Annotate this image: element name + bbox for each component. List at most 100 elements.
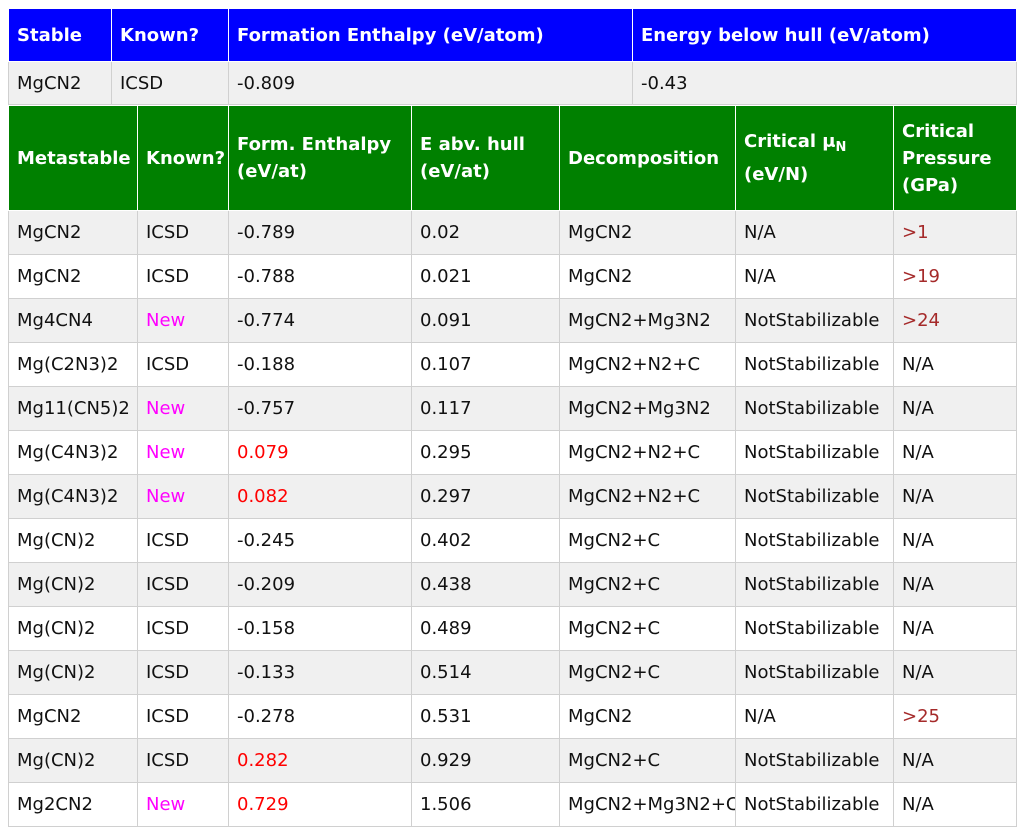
cell-form-enthalpy: -0.245	[228, 518, 412, 563]
header-known: Known?	[137, 105, 229, 211]
header-e-abv-hull: E abv. hull (eV/at)	[411, 105, 560, 211]
metastable-table-body: MgCN2 ICSD -0.789 0.02 MgCN2 N/A >1 MgCN2 ICSD -0…	[8, 210, 1017, 827]
cell-known: ICSD	[137, 694, 229, 739]
cell-critical-pressure: N/A	[893, 782, 1017, 827]
cell-critical-mu: NotStabilizable	[735, 430, 894, 475]
header-e-abv-hull-unit: (eV/at)	[420, 161, 490, 182]
cell-decomposition: MgCN2	[559, 254, 736, 299]
table-row: Mg(CN)2 ICSD -0.158 0.489 MgCN2+C NotStabiliz…	[8, 606, 1017, 651]
stable-table: Stable Known? Formation Enthalpy (eV/ato…	[8, 8, 1017, 105]
table-row: Mg2CN2 New 0.729 1.506 MgCN2+Mg3N2+C NotStabi…	[8, 782, 1017, 827]
header-critical-pressure-line2: Pressure	[902, 147, 992, 169]
table-row: Mg(C4N3)2 New 0.082 0.297 MgCN2+N2+C NotStabi…	[8, 474, 1017, 519]
table-row: Mg4CN4 New -0.774 0.091 MgCN2+Mg3N2 NotStabil…	[8, 298, 1017, 343]
cell-known: ICSD	[137, 210, 229, 255]
cell-e-abv-hull: 0.297	[411, 474, 560, 519]
cell-compound: Mg(CN)2	[8, 562, 138, 607]
cell-compound: Mg(CN)2	[8, 650, 138, 695]
cell-compound: Mg(CN)2	[8, 606, 138, 651]
table-row: MgCN2 ICSD -0.789 0.02 MgCN2 N/A >1	[8, 210, 1017, 255]
cell-form-enthalpy: 0.282	[228, 738, 412, 783]
cell-critical-pressure: N/A	[893, 738, 1017, 783]
cell-form-enthalpy: -0.789	[228, 210, 412, 255]
cell-decomposition: MgCN2+N2+C	[559, 342, 736, 387]
cell-form-enthalpy: -0.209	[228, 562, 412, 607]
cell-formation-enthalpy: -0.809	[228, 61, 633, 105]
cell-compound: Mg(C2N3)2	[8, 342, 138, 387]
cell-critical-mu: NotStabilizable	[735, 738, 894, 783]
cell-critical-pressure: >24	[893, 298, 1017, 343]
header-critical-mu: Critical μN (eV/N)	[735, 105, 894, 211]
cell-critical-pressure: N/A	[893, 562, 1017, 607]
cell-form-enthalpy: -0.278	[228, 694, 412, 739]
table-row: Mg(CN)2 ICSD -0.245 0.402 MgCN2+C NotStabiliz…	[8, 518, 1017, 563]
cell-e-abv-hull: 0.514	[411, 650, 560, 695]
cell-compound: Mg(CN)2	[8, 738, 138, 783]
cell-form-enthalpy: 0.082	[228, 474, 412, 519]
header-form-enthalpy-unit: (eV/at)	[237, 161, 307, 182]
cell-critical-pressure: N/A	[893, 606, 1017, 651]
cell-critical-mu: NotStabilizable	[735, 386, 894, 431]
header-known: Known?	[111, 8, 229, 62]
table-row: MgCN2 ICSD -0.788 0.021 MgCN2 N/A >19	[8, 254, 1017, 299]
cell-critical-mu: NotStabilizable	[735, 782, 894, 827]
cell-compound: Mg(CN)2	[8, 518, 138, 563]
cell-compound: Mg2CN2	[8, 782, 138, 827]
cell-critical-pressure: >19	[893, 254, 1017, 299]
cell-critical-mu: N/A	[735, 210, 894, 255]
cell-critical-pressure: >1	[893, 210, 1017, 255]
table-row: Mg(CN)2 ICSD -0.209 0.438 MgCN2+C NotStabiliz…	[8, 562, 1017, 607]
cell-critical-mu: NotStabilizable	[735, 606, 894, 651]
cell-known: New	[137, 474, 229, 519]
cell-decomposition: MgCN2+Mg3N2+C	[559, 782, 736, 827]
cell-known: ICSD	[137, 562, 229, 607]
cell-known: New	[137, 782, 229, 827]
cell-form-enthalpy: 0.729	[228, 782, 412, 827]
cell-e-abv-hull: 0.02	[411, 210, 560, 255]
cell-critical-mu: NotStabilizable	[735, 342, 894, 387]
header-critical-pressure-line1: Critical	[902, 120, 975, 142]
cell-critical-pressure: N/A	[893, 430, 1017, 475]
cell-decomposition: MgCN2	[559, 694, 736, 739]
header-metastable: Metastable	[8, 105, 138, 211]
cell-critical-pressure: N/A	[893, 474, 1017, 519]
cell-e-abv-hull: 0.117	[411, 386, 560, 431]
cell-compound: Mg4CN4	[8, 298, 138, 343]
cell-compound: MgCN2	[8, 61, 112, 105]
cell-e-abv-hull: 0.929	[411, 738, 560, 783]
cell-critical-mu: N/A	[735, 254, 894, 299]
metastable-table: Metastable Known? Form. Enthalpy (eV/at)…	[8, 105, 1017, 827]
cell-compound: Mg(C4N3)2	[8, 474, 138, 519]
cell-e-abv-hull: 0.295	[411, 430, 560, 475]
cell-compound: Mg11(CN5)2	[8, 386, 138, 431]
cell-known: ICSD	[137, 650, 229, 695]
cell-e-abv-hull: 0.021	[411, 254, 560, 299]
cell-form-enthalpy: 0.079	[228, 430, 412, 475]
header-critical-mu-subscript: N	[835, 140, 847, 155]
cell-decomposition: MgCN2+N2+C	[559, 474, 736, 519]
table-row: Mg11(CN5)2 New -0.757 0.117 MgCN2+Mg3N2 NotSt…	[8, 386, 1017, 431]
cell-decomposition: MgCN2+C	[559, 562, 736, 607]
table-row: MgCN2 ICSD -0.278 0.531 MgCN2 N/A >25	[8, 694, 1017, 739]
cell-known: ICSD	[137, 738, 229, 783]
table-row: Mg(C4N3)2 New 0.079 0.295 MgCN2+N2+C NotStabi…	[8, 430, 1017, 475]
cell-decomposition: MgCN2+C	[559, 738, 736, 783]
header-form-enthalpy: Form. Enthalpy (eV/at)	[228, 105, 412, 211]
header-decomposition-label: Decomposition	[568, 147, 720, 169]
cell-decomposition: MgCN2+C	[559, 606, 736, 651]
cell-known: ICSD	[137, 518, 229, 563]
cell-compound: Mg(C4N3)2	[8, 430, 138, 475]
cell-energy-below-hull: -0.43	[632, 61, 1017, 105]
header-critical-mu-unit: (eV/N)	[744, 164, 809, 185]
cell-known: ICSD	[137, 342, 229, 387]
cell-e-abv-hull: 0.489	[411, 606, 560, 651]
cell-critical-mu: NotStabilizable	[735, 650, 894, 695]
header-critical-mu-label: Critical μ	[744, 131, 836, 152]
cell-critical-pressure: >25	[893, 694, 1017, 739]
cell-compound: MgCN2	[8, 694, 138, 739]
cell-compound: MgCN2	[8, 210, 138, 255]
cell-known: ICSD	[137, 606, 229, 651]
header-e-abv-hull-label: E abv. hull	[420, 134, 525, 155]
table-row: Mg(CN)2 ICSD -0.133 0.514 MgCN2+C NotStabiliz…	[8, 650, 1017, 695]
cell-decomposition: MgCN2+C	[559, 518, 736, 563]
